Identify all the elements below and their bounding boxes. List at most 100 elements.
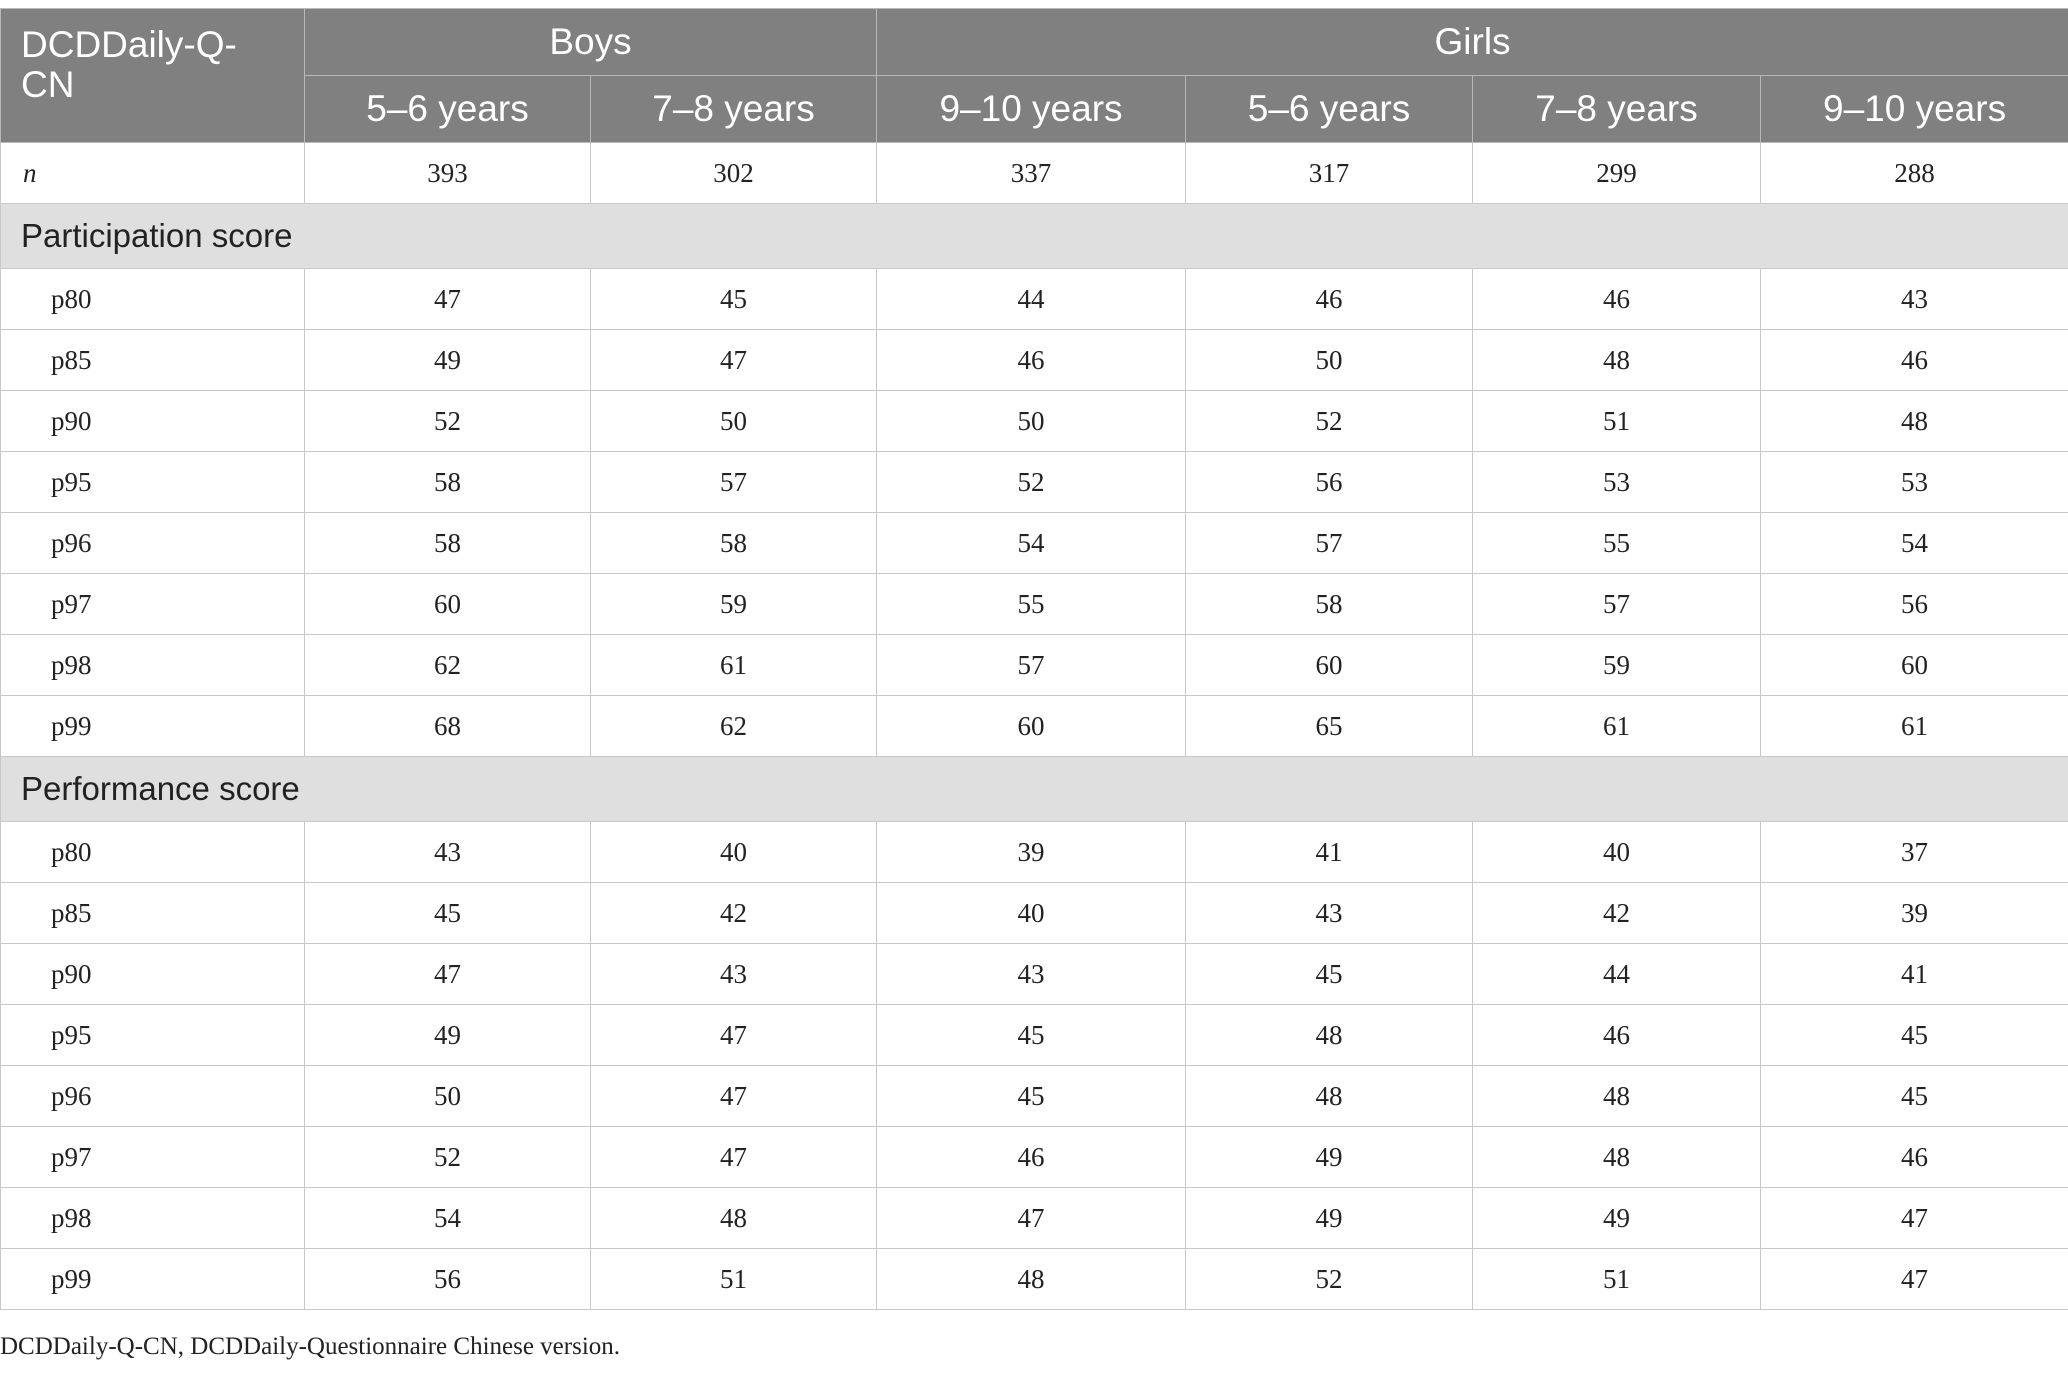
column-header: 9–10 years [1760,75,2068,143]
table-cell: 45 [304,882,591,944]
row-label: p99 [0,695,305,757]
table-cell: 61 [1472,695,1762,757]
section-title: Participation score [0,203,2068,269]
table-cell: 48 [1472,1126,1762,1188]
table-row: p95 58 57 52 56 53 53 [0,451,2068,513]
table-cell: 43 [1760,268,2068,330]
table-cell: 60 [304,573,591,635]
table-cell: 44 [1472,943,1762,1005]
table-header: DCDDaily-Q-CN Boys Girls 5–6 years 7–8 y… [0,8,2068,143]
table-cell: 54 [304,1187,591,1249]
table-cell: 302 [589,142,878,204]
section-header-row: Participation score [0,203,2068,269]
table-cell: 50 [589,390,878,452]
table-row: p96 50 47 45 48 48 45 [0,1065,2068,1127]
table-row: p98 62 61 57 60 59 60 [0,634,2068,696]
table-cell: 43 [304,821,591,883]
table-cell: 68 [304,695,591,757]
table-row: p85 49 47 46 50 48 46 [0,329,2068,391]
percentile-table: DCDDaily-Q-CN Boys Girls 5–6 years 7–8 y… [0,8,2068,1310]
table-cell: 56 [1185,451,1474,513]
row-label: p97 [0,573,305,635]
table-cell: 49 [1472,1187,1762,1249]
group-header-girls: Girls [876,8,2068,76]
table-cell: 61 [1760,695,2068,757]
table-body: n 393 302 337 317 299 288 Participation … [0,142,2068,1310]
table-cell: 42 [1472,882,1762,944]
table-row: p99 68 62 60 65 61 61 [0,695,2068,757]
table-row: p97 52 47 46 49 48 46 [0,1126,2068,1188]
row-label: p95 [0,1004,305,1066]
table-cell: 56 [1760,573,2068,635]
table-cell: 53 [1760,451,2068,513]
table-cell: 45 [1185,943,1474,1005]
table-row: p95 49 47 45 48 46 45 [0,1004,2068,1066]
table-row: p99 56 51 48 52 51 47 [0,1248,2068,1310]
table-cell: 50 [1185,329,1474,391]
table-cell: 49 [1185,1126,1474,1188]
table-container: DCDDaily-Q-CN Boys Girls 5–6 years 7–8 y… [0,8,2068,1310]
table-cell: 47 [1760,1248,2068,1310]
table-cell: 39 [876,821,1187,883]
table-cell: 61 [589,634,878,696]
table-cell: 57 [1185,512,1474,574]
table-cell: 43 [589,943,878,1005]
table-cell: 46 [1760,329,2068,391]
table-cell: 41 [1760,943,2068,1005]
table-cell: 47 [589,329,878,391]
table-cell: 43 [1185,882,1474,944]
row-label: p85 [0,882,305,944]
table-cell: 45 [1760,1065,2068,1127]
table-cell: 288 [1760,142,2068,204]
row-label: p97 [0,1126,305,1188]
table-cell: 48 [876,1248,1187,1310]
row-label: p96 [0,1065,305,1127]
table-cell: 54 [876,512,1187,574]
table-cell: 299 [1472,142,1762,204]
table-row: p90 52 50 50 52 51 48 [0,390,2068,452]
row-label: p90 [0,390,305,452]
table-cell: 51 [589,1248,878,1310]
table-cell: 52 [304,1126,591,1188]
table-cell: 53 [1472,451,1762,513]
table-cell: 45 [1760,1004,2068,1066]
table-cell: 45 [589,268,878,330]
row-label: p80 [0,821,305,883]
table-row: p97 60 59 55 58 57 56 [0,573,2068,635]
table-cell: 48 [1472,329,1762,391]
table-cell: 65 [1185,695,1474,757]
row-label: p96 [0,512,305,574]
group-header-boys: Boys [303,8,878,76]
table-cell: 47 [589,1065,878,1127]
table-cell: 52 [1185,390,1474,452]
table-cell: 48 [589,1187,878,1249]
table-cell: 48 [1472,1065,1762,1127]
row-label: p98 [0,634,305,696]
table-cell: 46 [1472,268,1762,330]
table-cell: 60 [1185,634,1474,696]
column-header: 7–8 years [1472,75,1762,143]
table-cell: 58 [589,512,878,574]
section-header-row: Performance score [0,756,2068,822]
table-cell: 46 [876,1126,1187,1188]
table-cell: 46 [1472,1004,1762,1066]
table-cell: 48 [1185,1065,1474,1127]
table-cell: 317 [1185,142,1474,204]
table-cell: 39 [1760,882,2068,944]
table-cell: 46 [876,329,1187,391]
table-cell: 337 [876,142,1187,204]
table-row: p80 43 40 39 41 40 37 [0,821,2068,883]
table-cell: 393 [304,142,591,204]
table-cell: 52 [1185,1248,1474,1310]
table-cell: 62 [304,634,591,696]
table-cell: 59 [589,573,878,635]
table-cell: 51 [1472,1248,1762,1310]
table-cell: 52 [304,390,591,452]
table-row: p90 47 43 43 45 44 41 [0,943,2068,1005]
table-cell: 47 [589,1004,878,1066]
row-label: p85 [0,329,305,391]
column-header: 9–10 years [876,75,1187,143]
table-cell: 45 [876,1004,1187,1066]
table-cell: 40 [876,882,1187,944]
column-header: 7–8 years [589,75,878,143]
